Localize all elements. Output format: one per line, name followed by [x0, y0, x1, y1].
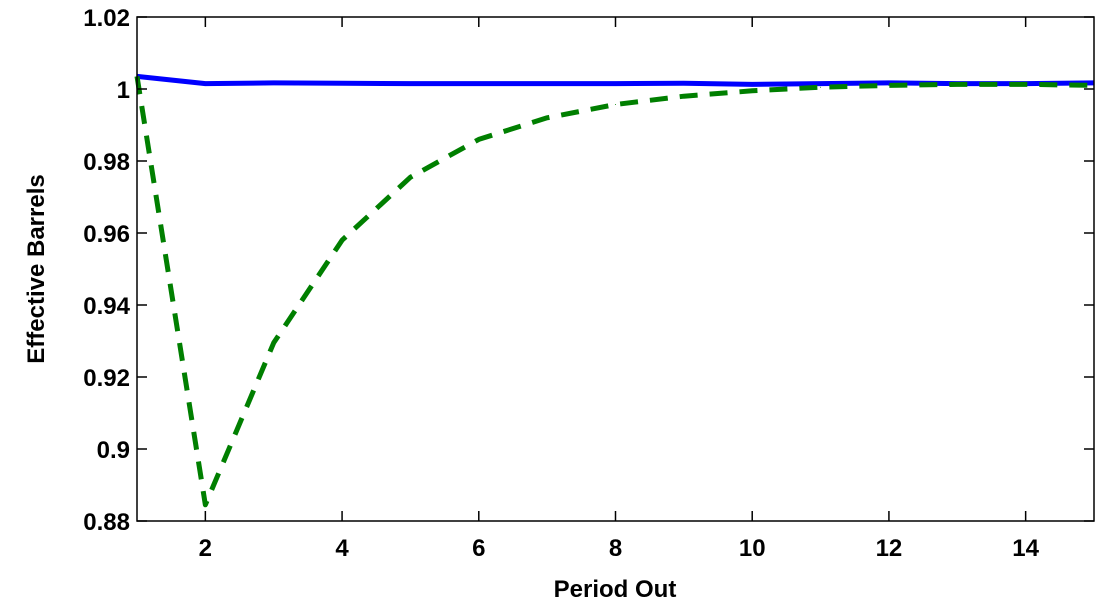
- series-1-point: [341, 82, 343, 84]
- y-tick-label: 0.94: [83, 293, 130, 320]
- series-2-point: [409, 176, 411, 178]
- x-tick-label: 8: [609, 535, 622, 562]
- plot-frame: [136, 16, 1095, 522]
- series-2-point: [273, 342, 275, 344]
- x-tick-label: 12: [876, 535, 903, 562]
- series-1-point: [820, 83, 822, 85]
- series-1-point: [683, 82, 685, 84]
- x-tick-label: 6: [472, 535, 485, 562]
- x-tick-label: 4: [335, 535, 349, 562]
- x-axis-label: Period Out: [554, 576, 677, 603]
- x-tick-label: 14: [1012, 535, 1039, 562]
- series-2-point: [1025, 83, 1027, 85]
- series-2-point: [751, 90, 753, 92]
- y-tick-label: 0.98: [83, 149, 130, 176]
- y-tick-label: 0.9: [97, 437, 130, 464]
- series-1-point: [888, 82, 890, 84]
- series-1-point: [409, 83, 411, 85]
- y-tick-label: 0.96: [83, 221, 130, 248]
- ticks-layer: 2 4 6 8 10 12 14 0.88 0.9 0.92 0.94 0.96 0.98 1 1.02: [83, 5, 1094, 562]
- y-tick-label: 1.02: [83, 5, 130, 32]
- series-2-point: [546, 117, 548, 119]
- series-2-point: [956, 83, 958, 85]
- y-axis-label: Effective Barrels: [23, 174, 50, 363]
- series-2-point: [888, 84, 890, 86]
- series-2-point: [478, 138, 480, 140]
- y-tick-label: 0.92: [83, 365, 130, 392]
- series-1-point: [273, 82, 275, 84]
- series-1-point: [615, 83, 616, 85]
- x-tick-label: 2: [199, 535, 212, 562]
- series-1-point: [478, 83, 480, 85]
- y-tick-label: 1: [117, 77, 130, 104]
- series-2-point: [820, 86, 822, 88]
- series-2-point: [615, 103, 616, 105]
- series-1-point: [546, 83, 548, 85]
- series-2-point: [683, 95, 685, 97]
- series-1-point: [751, 83, 753, 85]
- series-layer: [134, 73, 1095, 508]
- plot-area: [137, 17, 1094, 521]
- x-tick-label: 10: [739, 535, 766, 562]
- series-2-point: [341, 239, 343, 241]
- series-1-point: [204, 83, 206, 85]
- y-tick-label: 0.88: [83, 509, 130, 536]
- series-line-dashed: [134, 76, 1095, 508]
- series-2-point: [204, 504, 206, 506]
